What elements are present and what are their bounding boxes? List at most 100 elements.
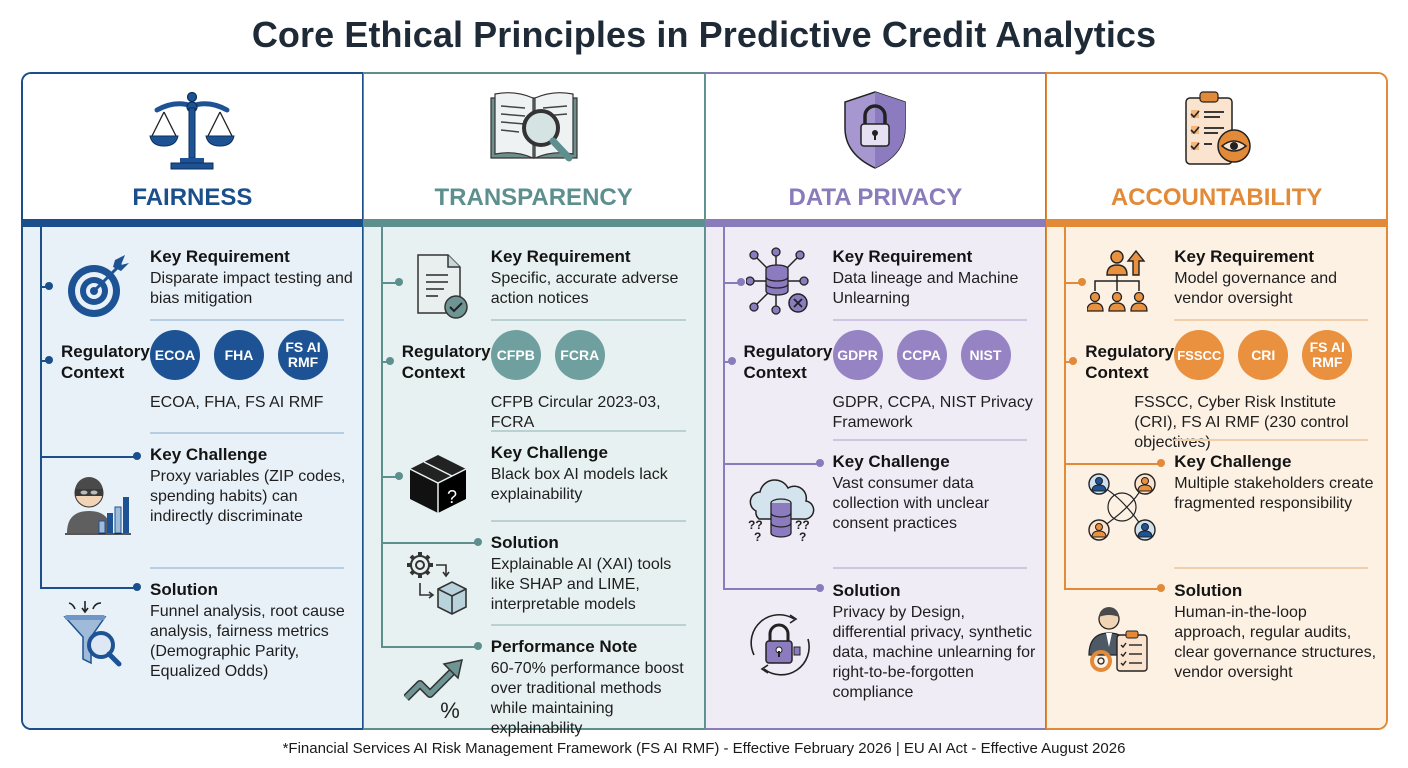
connector-dot (1157, 459, 1166, 467)
column-title: TRANSPARENCY (434, 184, 633, 211)
connector-dot (1078, 278, 1087, 286)
key-requirement-text: Disparate impact testing and bias mitiga… (150, 270, 353, 307)
badge-fs-ai-rmf: FS AI RMF (1302, 330, 1353, 380)
black-box-question-icon: ? (409, 455, 467, 513)
connector-branch (40, 456, 136, 458)
badge-fsscc: FSSCC (1174, 330, 1225, 380)
connector-branch (1064, 361, 1073, 363)
connector-dot (133, 583, 141, 591)
clipboard-eye-icon (1184, 91, 1251, 165)
column-header: TRANSPARENCY (363, 74, 704, 220)
connector-branch (380, 282, 399, 284)
connector-dot (394, 472, 403, 480)
regulatory-text: CFPB Circular 2023-03, FCRA (490, 394, 661, 431)
connector-dot (1069, 357, 1078, 365)
footnote: *Financial Services AI Risk Management F… (282, 740, 1126, 757)
regulatory-text: ECOA, FHA, FS AI RMF (150, 394, 324, 411)
connector-spine (722, 227, 725, 589)
section-divider (150, 319, 344, 321)
key-requirement-text: Data lineage and Machine Unlearning (832, 270, 1019, 307)
page-title: Core Ethical Principles in Predictive Cr… (251, 14, 1157, 55)
document-check-icon (417, 254, 468, 319)
key-challenge-heading: Key Challenge (490, 443, 608, 462)
solution-heading: Solution (832, 581, 901, 600)
scales-of-justice-icon (149, 91, 235, 170)
connector-branch (1064, 588, 1161, 590)
badge-ecoa: ECOA (150, 330, 200, 380)
section-divider (490, 319, 686, 321)
badge-fcra: FCRA (554, 330, 605, 380)
column-title: ACCOUNTABILITY (1110, 184, 1323, 211)
svg-text:?: ? (447, 487, 457, 507)
funnel-magnifier-icon (63, 601, 122, 667)
solution-heading: Solution (150, 580, 218, 599)
column-accountability: ACCOUNTABILITY (1046, 72, 1388, 730)
regulatory-badges: FSSCC CRI FS AI RMF (1174, 330, 1353, 380)
connector-branch (1064, 282, 1083, 284)
target-arrow-icon (68, 255, 129, 317)
connector-dot (473, 538, 482, 546)
column-transparency: TRANSPARENCY Key Requirement Specifi (362, 72, 705, 737)
connector-dot (473, 642, 482, 650)
regulatory-context-label: Regulatory Context (401, 342, 491, 382)
key-requirement-heading: Key Requirement (490, 247, 631, 266)
connector-dot (1157, 584, 1166, 592)
column-accent-bar (705, 219, 1046, 227)
key-challenge-heading: Key Challenge (1174, 452, 1292, 471)
connector-branch (40, 587, 136, 589)
regulatory-context-label: Regulatory Context (1085, 342, 1175, 382)
column-accent-bar (1047, 219, 1386, 227)
regulatory-text: GDPR, CCPA, NIST Privacy Framework (832, 394, 1033, 431)
section-divider (1174, 567, 1368, 569)
section-divider (832, 439, 1028, 441)
solution-heading: Solution (1174, 581, 1243, 600)
performance-note-text: 60-70% performance boost over traditiona… (490, 660, 684, 737)
connector-branch (722, 463, 819, 465)
section-divider (490, 520, 686, 522)
badge-fs-ai-rmf: FS AI RMF (278, 330, 328, 380)
svg-text:??: ?? (795, 518, 810, 532)
section-divider (1174, 319, 1368, 321)
svg-text:%: % (440, 698, 460, 722)
connector-dot (815, 584, 824, 592)
person-checklist-gear-icon (1088, 607, 1148, 672)
key-challenge-text: Proxy variables (ZIP codes, spending hab… (150, 468, 346, 525)
connector-branch (380, 646, 477, 648)
connector-dot (133, 452, 141, 460)
section-divider (150, 432, 344, 434)
svg-text:?: ? (799, 530, 806, 544)
column-title: DATA PRIVACY (788, 184, 963, 211)
solution-text: Explainable AI (XAI) tools like SHAP and… (490, 556, 672, 613)
column-header: FAIRNESS (23, 74, 362, 220)
connector-branch (722, 361, 731, 363)
cloud-database-question-icon: ??? ??? (748, 479, 814, 544)
column-fairness: FAIRNESS Key Requirement (21, 72, 363, 730)
solution-text: Human-in-the-loop approach, regular audi… (1174, 604, 1377, 681)
connector-branch (722, 588, 819, 590)
connector-dot (385, 357, 394, 365)
column-accent-bar (23, 219, 362, 227)
svg-text:?: ? (754, 530, 761, 544)
section-divider (832, 567, 1028, 569)
column-title: FAIRNESS (132, 184, 253, 211)
key-requirement-text: Model governance and vendor oversight (1174, 270, 1338, 307)
connector-dot (45, 282, 53, 290)
column-data-privacy: DATA PRIVACY (704, 72, 1047, 730)
column-header: DATA PRIVACY (705, 74, 1046, 220)
key-requirement-heading: Key Requirement (150, 247, 290, 266)
shield-lock-icon (844, 91, 907, 169)
solution-text: Privacy by Design, differential privacy,… (832, 604, 1036, 701)
column-accent-bar (363, 219, 704, 227)
regulatory-context-label: Regulatory Context (61, 342, 150, 382)
regulatory-badges: CFPB FCRA (490, 330, 605, 380)
connector-spine (1064, 227, 1067, 589)
connector-branch (722, 282, 741, 284)
key-challenge-text: Black box AI models lack explainability (490, 466, 668, 503)
key-requirement-heading: Key Requirement (1174, 247, 1315, 266)
column-body: Key Requirement Model governance and ven… (1047, 227, 1386, 728)
connector-branch (380, 361, 389, 363)
connector-branch (380, 476, 399, 478)
gear-cube-icon (406, 552, 467, 615)
column-body: Key Requirement Data lineage and Machine… (705, 227, 1046, 728)
column-body: Key Requirement Specific, accurate adver… (363, 227, 704, 737)
